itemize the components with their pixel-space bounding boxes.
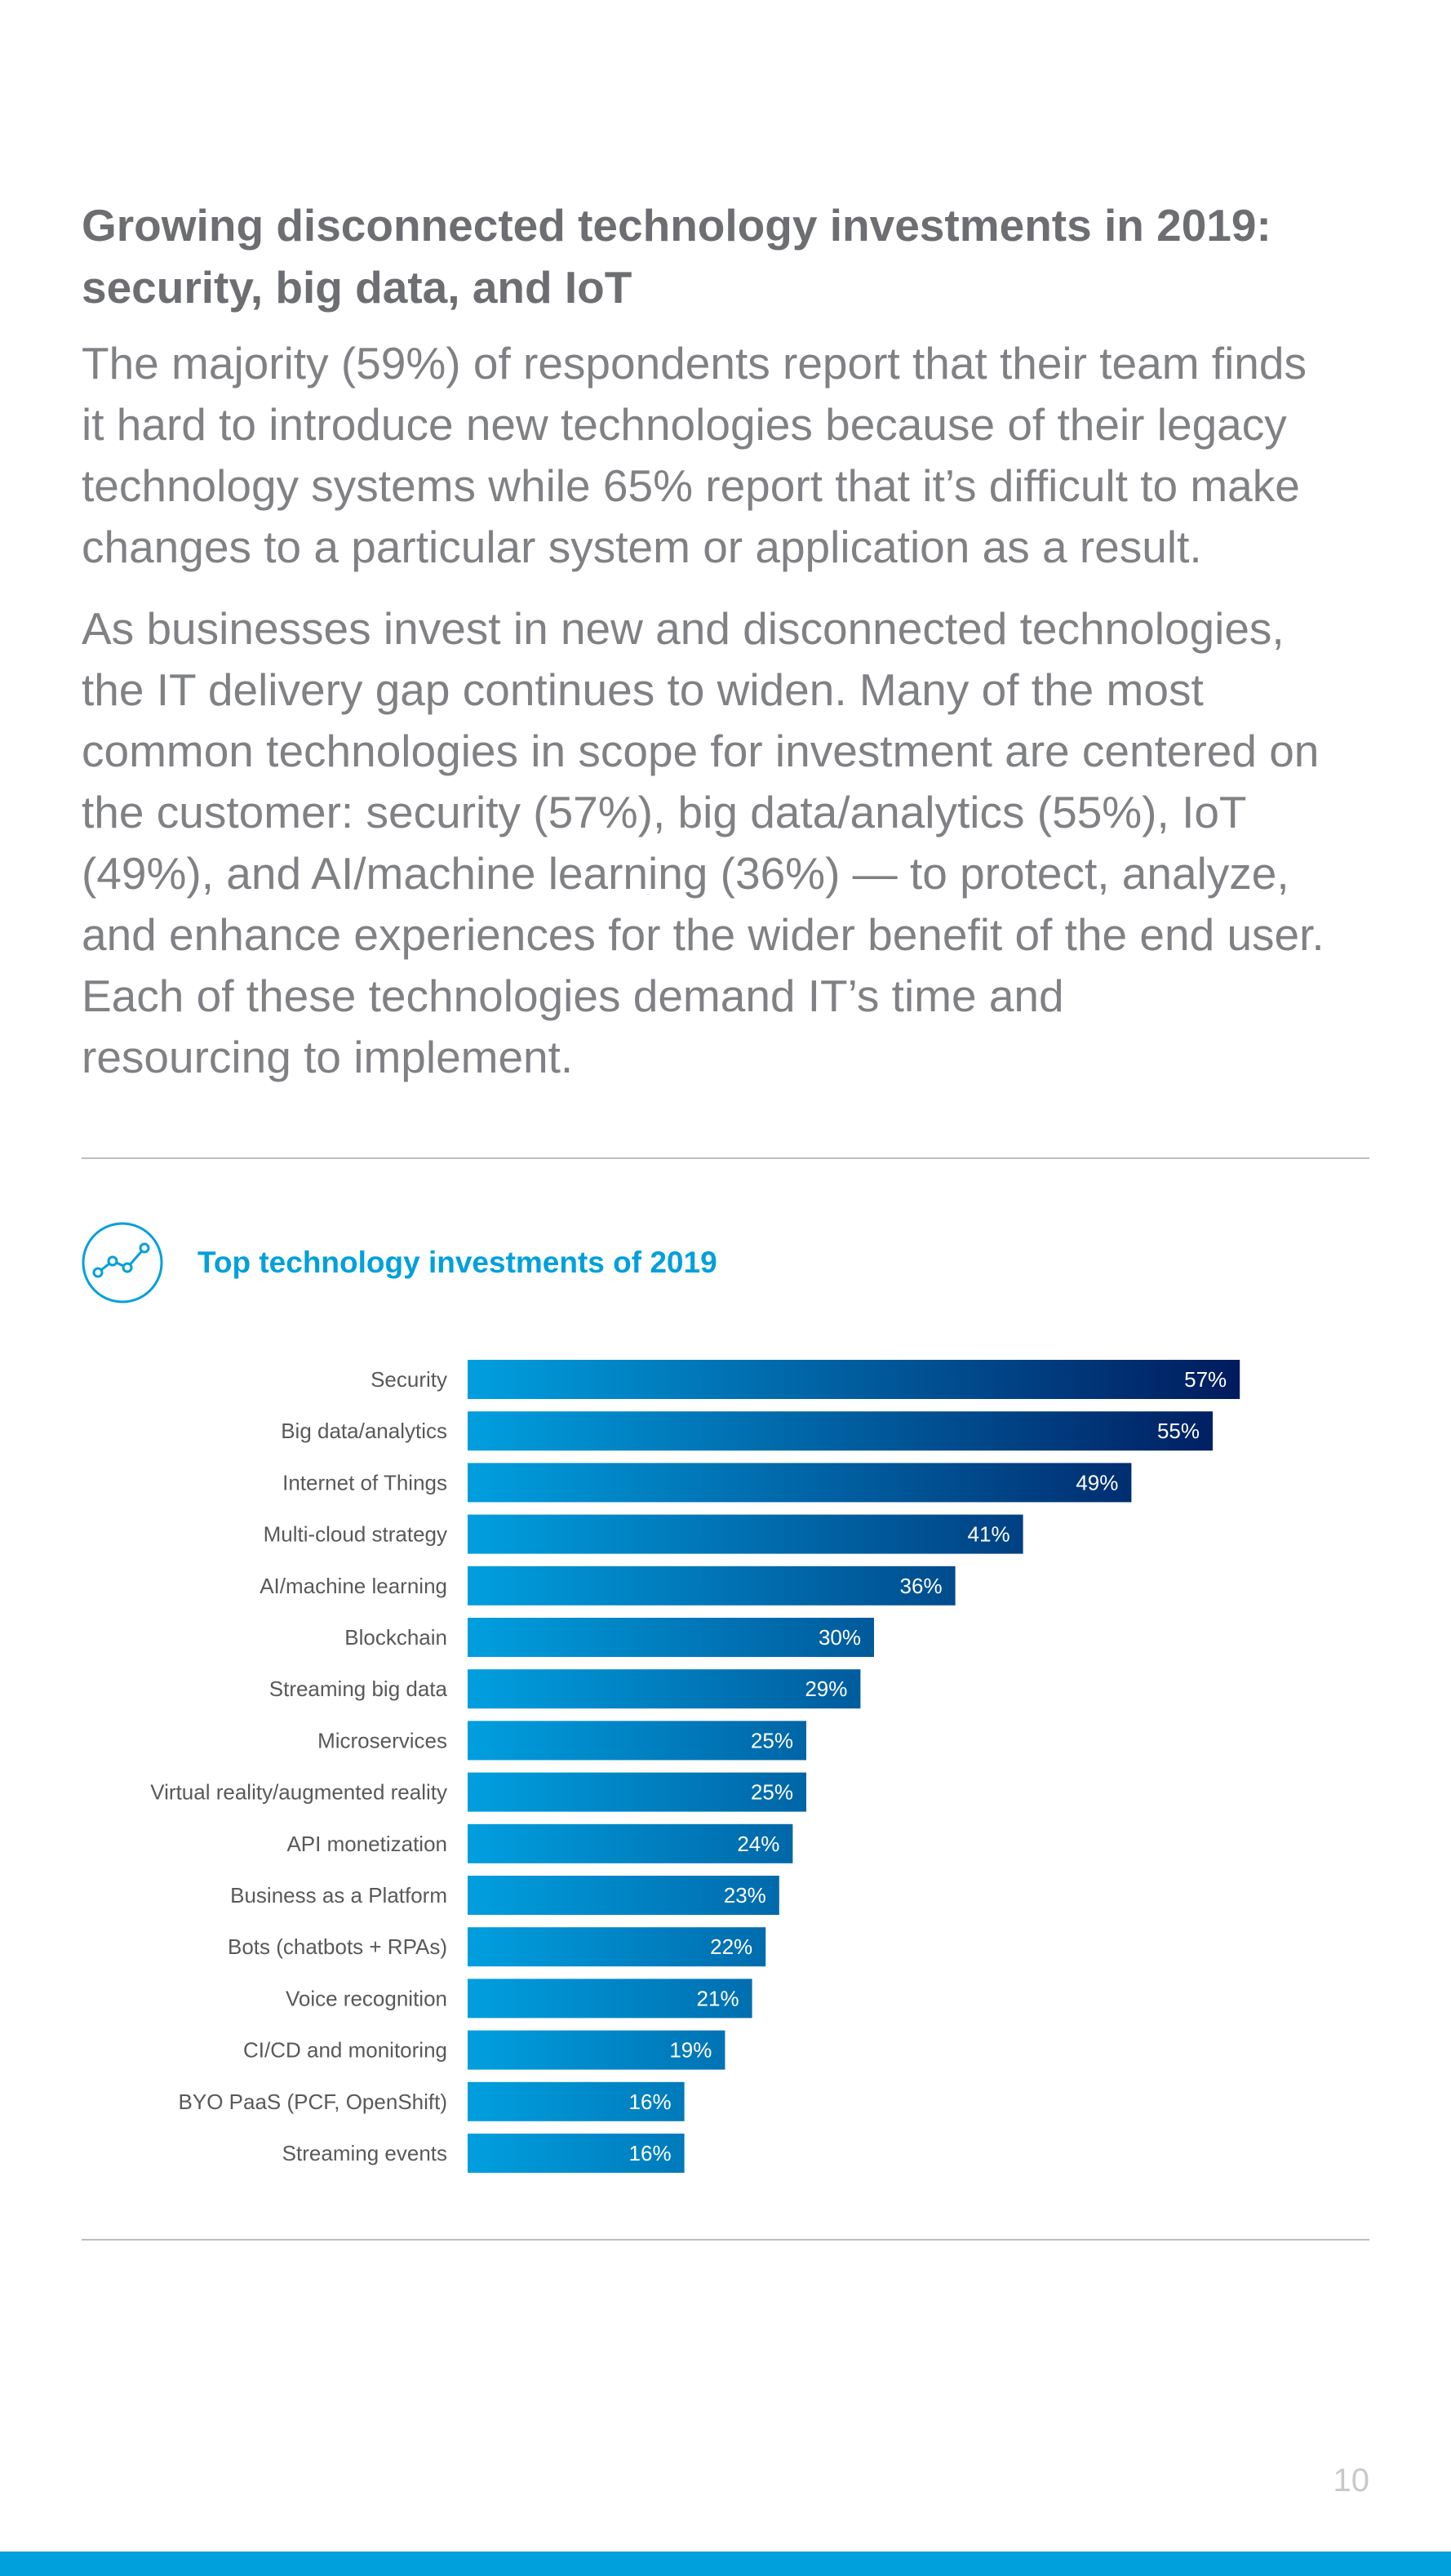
category-label: Internet of Things [282,1470,447,1495]
value-label: 55% [1157,1419,1200,1443]
bar [468,1772,806,1812]
paragraph-line: technology systems while 65% report that… [82,460,1300,511]
value-label: 22% [710,1934,752,1959]
paragraph-line: (49%), and AI/machine learning (36%) — t… [82,848,1289,899]
category-label: Microservices [317,1728,447,1752]
paragraph-line: changes to a particular system or applic… [82,522,1202,572]
category-label: Streaming events [282,2141,447,2165]
category-label: Bots (chatbots + RPAs) [228,1934,447,1959]
chart-title: Top technology investments of 2019 [197,1246,717,1279]
paragraph-line: The majority (59%) of respondents report… [82,338,1307,389]
bar [468,1979,752,2019]
category-label: Blockchain [344,1625,447,1650]
footer-bar [0,2552,1451,2576]
value-label: 16% [629,2090,672,2114]
value-label: 41% [968,1522,1010,1547]
bar-chart: Security 57% Big data/analytics 55% Internet… [150,1360,1240,2173]
bar [468,1463,1132,1503]
page-number: 10 [1333,2463,1370,2498]
line-chart-icon [82,1222,163,1304]
paragraph-majority: The majority (59%) of respondents report… [82,333,1387,578]
value-label: 19% [669,2038,712,2063]
paragraph-delivery-gap: As businesses invest in new and disconne… [82,598,1387,1088]
value-label: 30% [819,1625,861,1650]
category-label: BYO PaaS (PCF, OpenShift) [179,2090,447,2114]
value-label: 16% [629,2141,672,2165]
bar [468,1514,1023,1554]
bars-group: Security 57% Big data/analytics 55% Internet… [150,1360,1240,2173]
paragraph-line: common technologies in scope for investm… [82,726,1320,776]
category-label: AI/machine learning [260,1574,447,1598]
paragraph-line: As businesses invest in new and disconne… [82,603,1285,654]
value-label: 24% [737,1832,779,1856]
category-label: API monetization [286,1832,447,1856]
category-label: Security [371,1367,447,1392]
bar [468,2134,685,2173]
category-label: Multi-cloud strategy [264,1522,447,1547]
divider-top [82,1157,1369,1159]
value-label: 49% [1076,1470,1118,1495]
paragraph-line: the customer: security (57%), big data/a… [82,787,1247,837]
value-label: 57% [1184,1367,1227,1392]
category-label: Virtual reality/augmented reality [150,1780,447,1805]
paragraph-line: the IT delivery gap continues to widen. … [82,664,1204,715]
category-label: Voice recognition [286,1986,447,2010]
heading-line-1: Growing disconnected technology investme… [82,200,1271,251]
bar [468,1927,766,1967]
value-label: 25% [751,1780,793,1805]
bar [468,1411,1213,1451]
heading-line-2: security, big data, and IoT [82,262,632,313]
value-label: 21% [697,1986,739,2010]
category-label: CI/CD and monitoring [243,2038,447,2063]
paragraph-line: it hard to introduce new technologies be… [82,399,1287,450]
value-label: 36% [900,1574,943,1598]
bar [468,2030,726,2070]
paragraph-line: Each of these technologies demand IT’s t… [82,970,1064,1021]
bar [468,1618,874,1657]
bar [468,1721,806,1761]
bar [468,1360,1240,1399]
value-label: 29% [805,1677,847,1701]
bar [468,2081,685,2121]
bar [468,1823,793,1863]
bar [468,1566,956,1606]
paragraph-line: and enhance experiences for the wider be… [82,909,1325,960]
category-label: Big data/analytics [281,1419,447,1443]
bar [468,1669,861,1709]
category-label: Streaming big data [269,1677,448,1701]
value-label: 25% [751,1728,793,1752]
value-label: 23% [724,1883,766,1908]
divider-bottom [82,2239,1369,2241]
section-heading: Growing disconnected technology investme… [82,194,1371,318]
bar [468,1876,779,1915]
paragraph-line: resourcing to implement. [82,1032,574,1082]
category-label: Business as a Platform [230,1883,447,1908]
